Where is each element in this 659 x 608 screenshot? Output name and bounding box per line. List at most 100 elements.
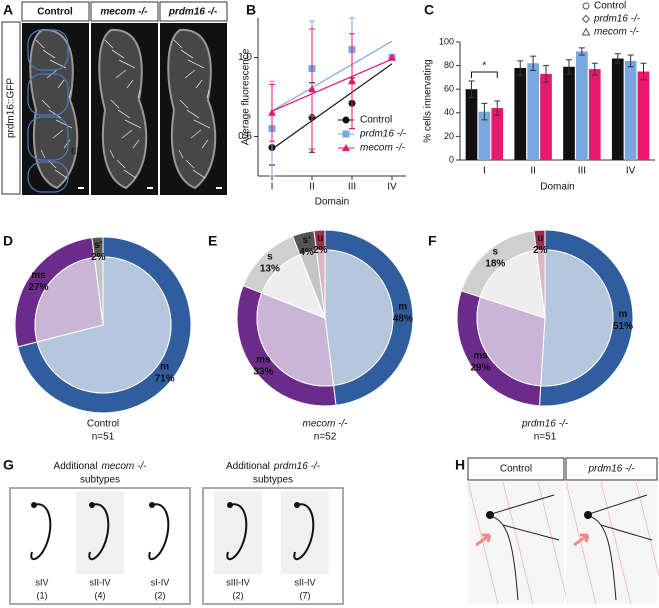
texture bbox=[187, 59, 205, 69]
slice-percent: 71% bbox=[155, 373, 175, 384]
y-tick-label: 100 bbox=[439, 36, 454, 46]
texture bbox=[116, 159, 126, 169]
marker bbox=[348, 77, 356, 85]
pie-caption: prdm16 -/- bbox=[521, 419, 569, 430]
bar bbox=[563, 66, 575, 160]
texture bbox=[132, 139, 140, 149]
subtype-name: sI-IV bbox=[151, 577, 170, 587]
group-title-part: Additional bbox=[54, 461, 98, 472]
y-tick-label: 40 bbox=[444, 107, 454, 117]
x-axis-label: Domain bbox=[315, 197, 349, 208]
column-header-box bbox=[21, 1, 90, 22]
pie-inner-slice bbox=[261, 254, 326, 319]
domain-label: II bbox=[72, 82, 78, 93]
texture bbox=[126, 79, 134, 89]
slice-percent: 13% bbox=[260, 263, 280, 274]
pie-inner-slice bbox=[324, 249, 394, 387]
group-title: subtypes bbox=[80, 475, 120, 486]
subtype-name: sIII-IV bbox=[226, 577, 250, 587]
texture bbox=[68, 89, 72, 99]
texture bbox=[185, 159, 195, 169]
texture bbox=[118, 59, 136, 69]
pie-inner-slice bbox=[256, 292, 335, 387]
texture bbox=[63, 139, 71, 149]
error-bar bbox=[481, 102, 488, 121]
texture bbox=[206, 89, 210, 99]
legend-label: mecom -/- bbox=[360, 143, 406, 154]
texture bbox=[115, 69, 127, 79]
neuron-trace bbox=[30, 503, 52, 561]
texture bbox=[184, 69, 196, 79]
domain-label: III bbox=[71, 147, 79, 158]
column-header: Control bbox=[500, 464, 532, 475]
error-bar bbox=[494, 100, 501, 116]
neuron-trace bbox=[148, 503, 170, 561]
slice-name: u bbox=[537, 233, 543, 244]
neuron-soma bbox=[31, 502, 37, 508]
domain-outline bbox=[27, 116, 69, 161]
neuron-soma bbox=[227, 502, 233, 508]
bar bbox=[624, 60, 637, 160]
texture bbox=[180, 49, 194, 59]
legend-label: prdm16 -/- bbox=[359, 129, 407, 140]
error-bar bbox=[578, 47, 585, 56]
texture bbox=[117, 109, 131, 119]
error-bar bbox=[591, 62, 598, 76]
error-bar bbox=[517, 60, 524, 76]
pie-inner-slice bbox=[535, 249, 546, 319]
slice-name: ms bbox=[31, 270, 46, 281]
column-header-box bbox=[90, 1, 159, 22]
y-axis-label: Average fluorescence bbox=[241, 48, 252, 145]
neuron-trace bbox=[293, 503, 315, 561]
column-header-box bbox=[565, 457, 658, 481]
bar bbox=[576, 51, 588, 160]
subtype-name: sII-IV bbox=[294, 577, 315, 587]
y-tick-label: 1.0 bbox=[238, 52, 252, 63]
texture bbox=[123, 169, 137, 179]
group-title-part: prdm16 -/- bbox=[273, 461, 321, 472]
legend-label: prdm16 -/- bbox=[593, 14, 641, 25]
guide-line bbox=[537, 481, 569, 605]
marker bbox=[308, 85, 316, 93]
neuron-soma bbox=[294, 502, 300, 508]
neuron-soma bbox=[584, 511, 592, 519]
subtype-count: (7) bbox=[300, 590, 311, 600]
legend-label: Control bbox=[360, 115, 392, 126]
neuron-soma bbox=[486, 511, 494, 519]
texture bbox=[52, 129, 64, 139]
group-box bbox=[9, 487, 191, 605]
texture bbox=[42, 49, 56, 59]
texture bbox=[40, 149, 46, 159]
x-tick-label: II bbox=[530, 166, 536, 177]
error-bar bbox=[627, 54, 634, 68]
tissue-outline bbox=[98, 28, 148, 190]
slice-name: s bbox=[267, 251, 273, 262]
guide-line bbox=[565, 481, 597, 605]
texture bbox=[190, 129, 202, 139]
texture bbox=[35, 39, 45, 49]
subtype-name: sII-IV bbox=[89, 577, 110, 587]
legend-label: mecom -/- bbox=[594, 27, 640, 38]
error-bar bbox=[530, 55, 537, 71]
marker bbox=[388, 53, 396, 61]
bar bbox=[478, 111, 491, 160]
column-header: mecom -/- bbox=[100, 7, 148, 18]
slice-percent: 18% bbox=[485, 259, 505, 270]
fit-line bbox=[271, 58, 393, 112]
slice-percent: 33% bbox=[253, 366, 273, 377]
guide-line bbox=[502, 481, 534, 605]
y-tick-label: 0.5 bbox=[238, 131, 252, 142]
domain-label: IV bbox=[70, 181, 80, 192]
texture bbox=[186, 109, 200, 119]
guide-line bbox=[600, 481, 632, 605]
pie-inner-slice bbox=[93, 256, 104, 326]
y-tick-label: 0 bbox=[449, 154, 454, 164]
marker bbox=[342, 130, 350, 138]
pie-inner-slice bbox=[476, 296, 546, 387]
texture bbox=[55, 119, 73, 129]
bar bbox=[637, 71, 650, 160]
texture bbox=[178, 149, 184, 159]
bar bbox=[540, 73, 552, 160]
y-axis-label: % cells innervating bbox=[423, 59, 434, 142]
